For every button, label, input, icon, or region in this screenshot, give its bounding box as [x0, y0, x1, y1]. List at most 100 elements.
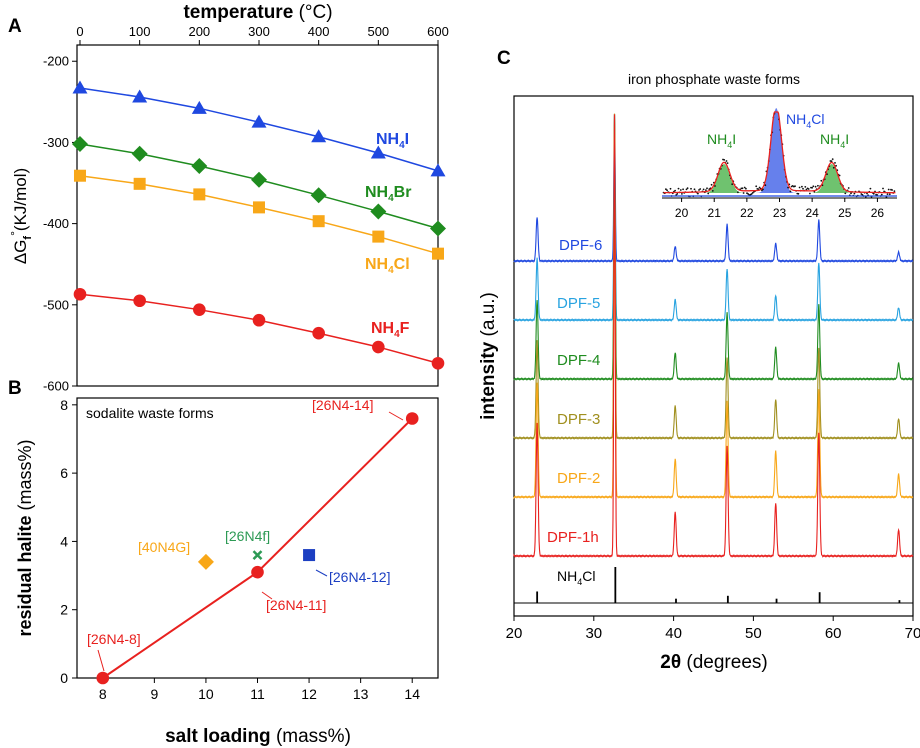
- panel-b-subtitle: sodalite waste forms: [86, 405, 214, 421]
- inset-label-nh4i-left: NH4I: [707, 131, 736, 150]
- panel-b: 8 9 10 11 12 13 14 0 2 4 6 8 sodalite waste forms s…: [15, 397, 439, 747]
- inset-data-point: [702, 188, 705, 191]
- panel-a-y-tick-label-3: -500: [43, 297, 69, 312]
- panel-a-y-title-sub: f: [22, 236, 34, 240]
- panel-a-x-tick-label-0: 0: [76, 24, 83, 39]
- inset-data-point: [880, 193, 883, 196]
- panel-b-x-tick-label-3: 11: [250, 686, 265, 702]
- panel-b-x-tick-label-2: 10: [198, 686, 214, 702]
- inset-x-tick-label-1: 21: [708, 206, 722, 220]
- label-26n4-12: [26N4-12]: [329, 569, 390, 585]
- inset-data-point: [706, 187, 708, 190]
- label-40n4g: [40N4G]: [138, 539, 190, 555]
- inset-data-point: [812, 185, 815, 188]
- label-dpf-1h: DPF-1h: [547, 529, 599, 546]
- panel-c-y-title: intensity (a.u.): [478, 292, 499, 420]
- inset-data-point: [741, 187, 744, 190]
- panel-c-y-title-bold: intensity: [478, 341, 499, 420]
- inset-x-tick-label-4: 24: [805, 206, 819, 220]
- panel-b-point-26n4f: [252, 550, 263, 560]
- panel-b-letter: B: [8, 378, 22, 399]
- panel-a-x-title: temperature (°C): [183, 2, 332, 23]
- label-nh4br: NH4Br: [365, 184, 411, 204]
- inset-data-point: [751, 192, 754, 194]
- inset-data-point: [798, 186, 801, 189]
- panel-a-point-nh4i-2: [191, 100, 207, 114]
- inset-data-point: [850, 192, 852, 195]
- panel-b-point-26n4-8: [96, 671, 110, 685]
- inset-data-point: [723, 159, 726, 161]
- panel-b-x-title: salt loading (mass%): [165, 726, 351, 747]
- panel-b-x-tick-label-6: 14: [404, 686, 420, 702]
- panel-c-x-tick-label-5: 70: [905, 625, 920, 642]
- panel-a-point-nh4br-0: [71, 136, 88, 153]
- inset-data-point: [758, 186, 761, 189]
- panel-b-x-tick-label-4: 12: [301, 686, 317, 702]
- label-26n4f: [26N4f]: [225, 528, 270, 544]
- panel-a-point-nh4cl-3: [252, 201, 265, 214]
- label-dpf-6: DPF-6: [559, 237, 602, 254]
- panel-a-x-title-unit: (°C): [299, 2, 333, 23]
- inset-data-point: [834, 162, 836, 164]
- inset-data-point: [820, 179, 823, 182]
- panel-b-y-title-bold: residual halite: [15, 515, 35, 636]
- inset-data-point: [674, 189, 676, 192]
- inset-data-point: [705, 189, 707, 192]
- panel-b-y-title: residual halite (mass%): [15, 439, 35, 636]
- panel-a-point-nh4cl-0: [73, 169, 86, 182]
- inset-data-point: [807, 188, 810, 190]
- inset-data-point: [787, 186, 789, 189]
- inset-data-point: [711, 190, 714, 192]
- panel-a-point-nh4cl-4: [312, 215, 325, 228]
- panel-a-ticks: 0 100 200 300 400 500 600 -200 -300 -400 -500 -600: [43, 24, 449, 394]
- inset-data-point: [669, 187, 672, 190]
- inset-data-point: [699, 188, 702, 190]
- inset-x-tick-label-2: 22: [740, 206, 754, 220]
- inset-data-point: [725, 160, 728, 162]
- inset-data-point: [811, 186, 813, 189]
- panel-b-y-tick-label-1: 2: [60, 602, 68, 618]
- inset-data-point: [886, 193, 889, 196]
- inset-data-point: [737, 191, 739, 194]
- panel-b-y-tick-label-2: 4: [60, 533, 68, 549]
- panel-b-x-tick-label-1: 9: [150, 686, 158, 702]
- panel-a-point-nh4cl-2: [193, 188, 206, 201]
- inset-x-tick-label-6: 26: [871, 206, 885, 220]
- inset-data-point: [693, 188, 696, 191]
- panel-a-point-nh4i-3: [251, 114, 267, 128]
- panel-b-y-title-unit: (mass%): [15, 439, 35, 510]
- panel-c-x-title-bold: 2θ: [660, 652, 681, 673]
- panel-a-y-tick-label-4: -600: [43, 379, 69, 394]
- panel-c-pattern-dpf-4: [513, 113, 914, 381]
- panel-a-point-nh4br-5: [370, 203, 387, 220]
- panel-c-patterns: [513, 113, 914, 604]
- panel-a-point-nh4f-2: [193, 303, 206, 316]
- panel-a-y-tick-label-1: -300: [43, 135, 69, 150]
- inset-label-nh4cl: NH4Cl: [786, 111, 824, 130]
- inset-data-point: [853, 192, 856, 195]
- inset-data-point: [743, 186, 746, 189]
- panel-a-point-nh4br-6: [430, 220, 446, 237]
- inset-data-point: [750, 193, 753, 195]
- leader-26n4-12: [315, 569, 328, 577]
- panel-c-y-title-unit: (a.u.): [478, 292, 499, 336]
- panel-c-pattern-dpf-3: [513, 114, 914, 440]
- label-nh4cl-ref: NH4Cl: [557, 568, 595, 587]
- panel-c-frame: [513, 95, 914, 617]
- label-26n4-8: [26N4-8]: [87, 631, 141, 647]
- panel-c-inset: 20 21 22 23 24 25 26: [662, 108, 897, 220]
- panel-a-point-nh4f-4: [312, 326, 325, 340]
- panel-b-point-26n4-14: [405, 412, 419, 425]
- panel-b-point-26n4-11: [251, 565, 264, 579]
- inset-x-tick-label-3: 23: [773, 206, 787, 220]
- panel-a-point-nh4cl-6: [432, 247, 444, 260]
- inset-data-point: [809, 192, 811, 195]
- panel-b-ticks: 8 9 10 11 12 13 14 0 2 4 6 8: [60, 397, 420, 702]
- panel-c: iron phosphate waste forms 20 30 40 50 60 70 …: [478, 71, 920, 673]
- panel-a-point-nh4f-3: [252, 313, 266, 327]
- inset-data-point: [835, 164, 837, 167]
- inset-data-point: [817, 184, 819, 187]
- inset-data-point: [682, 188, 684, 191]
- panel-a-point-nh4i-6: [430, 163, 446, 177]
- panel-a-y-tick-label-2: -400: [43, 216, 69, 231]
